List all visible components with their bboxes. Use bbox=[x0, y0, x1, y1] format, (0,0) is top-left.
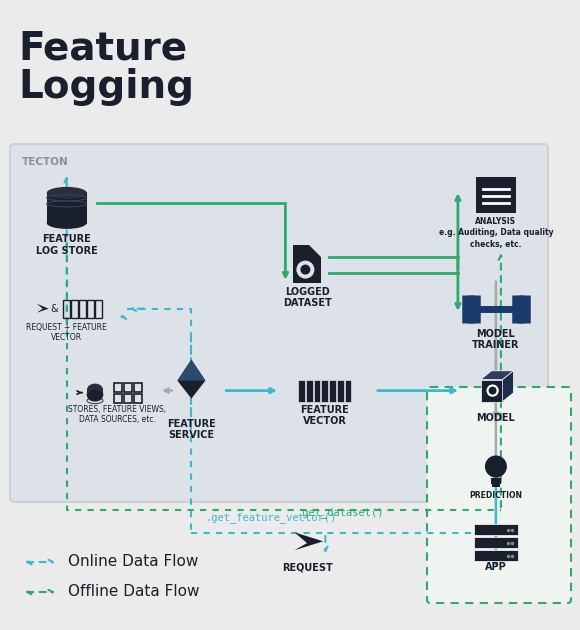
Circle shape bbox=[296, 261, 314, 278]
Bar bbox=[491, 478, 501, 483]
Polygon shape bbox=[309, 244, 321, 256]
Bar bbox=[124, 394, 132, 403]
FancyBboxPatch shape bbox=[427, 387, 571, 603]
Polygon shape bbox=[177, 360, 205, 399]
Polygon shape bbox=[295, 532, 323, 550]
Polygon shape bbox=[480, 371, 513, 380]
Bar bbox=[306, 380, 313, 401]
Ellipse shape bbox=[47, 217, 86, 229]
Bar bbox=[337, 380, 343, 401]
Circle shape bbox=[488, 387, 496, 394]
Bar bbox=[87, 389, 103, 397]
Text: MODEL: MODEL bbox=[477, 413, 515, 423]
Ellipse shape bbox=[47, 187, 86, 199]
Bar bbox=[293, 244, 321, 283]
Text: MODEL
TRAINER: MODEL TRAINER bbox=[472, 329, 520, 350]
Bar bbox=[474, 550, 518, 561]
Bar bbox=[134, 382, 142, 392]
Bar bbox=[114, 394, 122, 403]
Bar bbox=[492, 483, 500, 486]
Bar bbox=[329, 380, 336, 401]
Circle shape bbox=[300, 265, 310, 275]
Bar bbox=[95, 300, 102, 318]
Text: &: & bbox=[50, 304, 57, 314]
Ellipse shape bbox=[87, 384, 103, 396]
Text: Online Data Flow: Online Data Flow bbox=[68, 554, 198, 570]
Polygon shape bbox=[480, 380, 502, 401]
Ellipse shape bbox=[87, 389, 103, 401]
Text: .get_dataset(): .get_dataset() bbox=[296, 507, 384, 518]
Text: LOGGED
DATASET: LOGGED DATASET bbox=[283, 287, 332, 308]
Bar bbox=[71, 300, 78, 318]
Text: FEATURE
SERVICE: FEATURE SERVICE bbox=[167, 418, 216, 440]
Text: ANALYSIS
e.g. Auditing, Data quality
checks, etc.: ANALYSIS e.g. Auditing, Data quality che… bbox=[438, 217, 553, 248]
Bar bbox=[345, 380, 351, 401]
Text: Feature
Logging: Feature Logging bbox=[18, 30, 194, 106]
Bar bbox=[47, 192, 86, 224]
Bar bbox=[124, 382, 132, 392]
Bar bbox=[476, 177, 516, 214]
Bar bbox=[79, 300, 86, 318]
Circle shape bbox=[487, 384, 499, 397]
Bar bbox=[134, 394, 142, 403]
Text: TECTON: TECTON bbox=[22, 157, 69, 167]
Text: FEATURE
LOG STORE: FEATURE LOG STORE bbox=[36, 234, 97, 256]
Text: FEATURE
VECTOR: FEATURE VECTOR bbox=[300, 404, 349, 427]
Bar bbox=[474, 537, 518, 548]
Circle shape bbox=[485, 455, 507, 478]
FancyBboxPatch shape bbox=[10, 144, 548, 502]
Text: .get_feature_vector(): .get_feature_vector() bbox=[206, 512, 337, 523]
Text: APP: APP bbox=[485, 562, 507, 572]
Bar bbox=[321, 380, 328, 401]
Bar bbox=[86, 300, 94, 318]
Text: Offline Data Flow: Offline Data Flow bbox=[68, 585, 200, 600]
Text: REQUEST: REQUEST bbox=[282, 562, 333, 572]
Text: REQUEST + FEATURE
VECTOR: REQUEST + FEATURE VECTOR bbox=[26, 323, 107, 342]
Text: PREDICTION: PREDICTION bbox=[469, 491, 523, 500]
Bar bbox=[298, 380, 305, 401]
Bar bbox=[474, 524, 518, 535]
Polygon shape bbox=[502, 371, 513, 401]
Text: STORES, FEATURE VIEWS,
DATA SOURCES, etc.: STORES, FEATURE VIEWS, DATA SOURCES, etc… bbox=[68, 404, 166, 424]
Bar bbox=[314, 380, 320, 401]
Bar bbox=[114, 382, 122, 392]
Polygon shape bbox=[177, 360, 205, 381]
Bar bbox=[63, 300, 70, 318]
Polygon shape bbox=[37, 304, 49, 312]
